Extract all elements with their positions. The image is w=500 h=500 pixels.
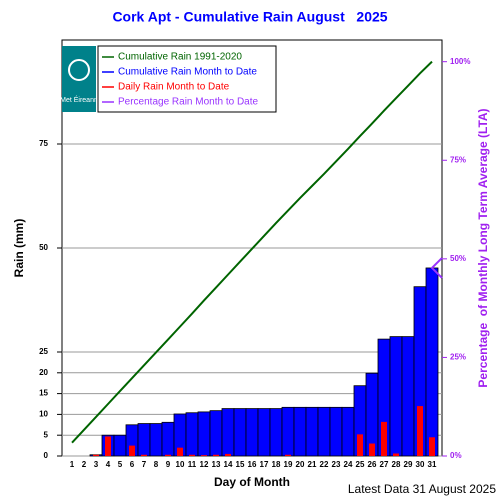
logo-swirl	[68, 59, 90, 81]
x-tick-label: 13	[212, 460, 221, 469]
bar	[129, 445, 135, 456]
bar	[137, 423, 151, 457]
bar	[381, 421, 387, 456]
bar	[329, 406, 343, 457]
x-tick-label: 28	[392, 460, 401, 469]
bar	[281, 406, 295, 457]
x-tick-label: 19	[284, 460, 293, 469]
x-tick-label: 16	[248, 460, 257, 469]
legend-label: Percentage Rain Month to Date	[118, 97, 259, 108]
y-tick-label: 10	[39, 410, 48, 419]
bar	[369, 443, 375, 456]
bar	[161, 421, 175, 457]
logo: Met Éireann	[60, 46, 98, 112]
legend-label: Cumulative Rain Month to Date	[118, 67, 257, 78]
y2-tick-label: 75%	[450, 155, 466, 164]
x-tick-label: 11	[188, 460, 197, 469]
bar	[165, 454, 171, 456]
bar	[429, 437, 435, 456]
bar	[245, 408, 259, 457]
x-tick-label: 2	[82, 460, 87, 469]
x-tick-label: 18	[272, 460, 281, 469]
x-tick-label: 26	[368, 460, 377, 469]
x-axis-label: Day of Month	[214, 475, 290, 489]
line	[71, 60, 433, 444]
bar	[341, 406, 355, 457]
x-tick-label: 29	[404, 460, 413, 469]
x-tick-label: 23	[332, 460, 341, 469]
bar	[269, 408, 283, 457]
x-tick-label: 1	[70, 460, 75, 469]
bar	[233, 408, 247, 457]
x-tick-label: 30	[416, 460, 425, 469]
bar	[189, 454, 195, 456]
footer: Latest Data 31 August 2025	[348, 482, 496, 496]
legend-label: Cumulative Rain 1991-2020	[118, 52, 242, 63]
bar	[389, 336, 403, 457]
x-tick-label: 8	[154, 460, 159, 469]
x-tick-label: 17	[260, 460, 269, 469]
bar	[305, 406, 319, 457]
y-tick-label: 5	[44, 430, 49, 439]
bar	[393, 453, 399, 456]
y2-tick-label: 100%	[450, 57, 470, 66]
x-tick-label: 7	[142, 460, 147, 469]
y2-tick-label: 50%	[450, 254, 466, 263]
bar	[113, 434, 127, 457]
x-tick-label: 6	[130, 460, 135, 469]
y2-axis-label: Percentage of Monthly Long Term Average …	[476, 108, 490, 387]
bar	[213, 454, 219, 456]
y-tick-label: 15	[39, 389, 48, 398]
y-tick-label: 75	[39, 139, 48, 148]
y-tick-label: 50	[39, 243, 48, 252]
logo-text: Met Éireann	[60, 95, 98, 104]
legend-label: Daily Rain Month to Date	[118, 82, 230, 93]
bar	[197, 411, 211, 457]
bar	[209, 410, 223, 457]
bar	[293, 406, 307, 457]
x-tick-label: 21	[308, 460, 317, 469]
y2-tick-label: 25%	[450, 353, 466, 362]
bar	[317, 406, 331, 457]
bar	[141, 454, 147, 456]
bar	[417, 406, 423, 456]
bar	[425, 267, 439, 457]
x-tick-label: 4	[106, 460, 111, 469]
x-tick-label: 20	[296, 460, 305, 469]
bar	[221, 408, 235, 457]
bar	[177, 447, 183, 456]
bar	[401, 336, 415, 457]
y-tick-label: 25	[39, 347, 48, 356]
x-tick-label: 5	[118, 460, 123, 469]
bar	[93, 454, 99, 456]
x-tick-label: 12	[200, 460, 209, 469]
bar	[185, 412, 199, 457]
bar	[225, 453, 231, 456]
bar	[257, 408, 271, 457]
y-tick-label: 0	[44, 451, 49, 460]
bar	[105, 436, 111, 456]
x-tick-label: 10	[176, 460, 185, 469]
marker	[430, 257, 443, 279]
y-tick-label: 20	[39, 368, 48, 377]
x-tick-label: 24	[344, 460, 353, 469]
y2-tick-label: 0%	[450, 451, 462, 460]
y-axis-label: Rain (mm)	[12, 219, 26, 278]
legend-box	[97, 45, 277, 113]
bar	[149, 423, 163, 457]
x-tick-label: 25	[356, 460, 365, 469]
x-tick-label: 14	[224, 460, 233, 469]
x-tick-label: 31	[428, 460, 437, 469]
bar	[285, 454, 291, 456]
chart-title: Cork Apt - Cumulative Rain August 2025	[112, 9, 387, 25]
x-tick-label: 22	[320, 460, 329, 469]
x-tick-label: 27	[380, 460, 389, 469]
x-tick-label: 15	[236, 460, 245, 469]
bar	[357, 434, 363, 456]
bar	[201, 455, 207, 456]
x-tick-label: 9	[166, 460, 171, 469]
x-tick-label: 3	[94, 460, 99, 469]
